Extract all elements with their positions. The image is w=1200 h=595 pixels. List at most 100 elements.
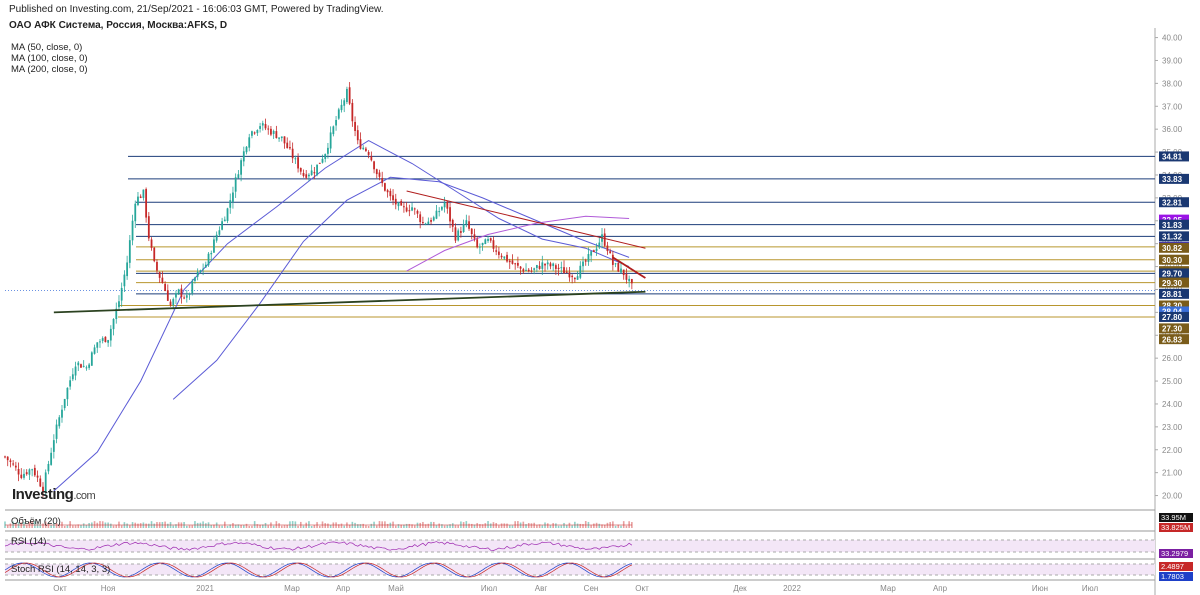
volume-bar: [541, 525, 544, 528]
candle-body: [400, 200, 403, 206]
candle-body: [55, 424, 58, 439]
volume-bar: [348, 524, 351, 528]
volume-bar: [560, 525, 563, 528]
candle-body: [109, 328, 112, 341]
volume-bar: [408, 523, 411, 528]
candle-body: [318, 162, 321, 164]
candle-body: [283, 136, 286, 144]
candle-body: [598, 242, 601, 248]
ma100-legend[interactable]: MA (100, close, 0): [11, 53, 88, 64]
volume-bar: [259, 524, 261, 528]
volume-bar: [221, 525, 223, 528]
volume-bar: [617, 524, 620, 528]
candle-body: [525, 269, 527, 271]
volume-bar: [55, 523, 58, 528]
price-label: 29.70: [1162, 270, 1183, 279]
candle-body: [71, 374, 74, 380]
volume-bar: [139, 523, 142, 528]
candle-body: [297, 157, 299, 169]
volume-bar: [264, 522, 267, 528]
candle-body: [107, 340, 110, 343]
volume-bar: [384, 521, 386, 528]
volume-bar: [620, 525, 622, 528]
candle-body: [88, 364, 91, 368]
candle-body: [327, 147, 329, 154]
candle-body: [389, 190, 392, 197]
volume-bar: [438, 523, 440, 528]
stoch-rsi-panel-label[interactable]: Stoch RSI (14, 14, 3, 3): [11, 564, 111, 575]
candle-body: [93, 347, 96, 354]
volume-bar: [612, 521, 614, 528]
volume-bar: [66, 525, 69, 528]
y-tick-label: 38.00: [1162, 79, 1183, 88]
candle-body: [359, 139, 362, 149]
volume-bar: [229, 524, 232, 528]
y-tick-label: 21.00: [1162, 469, 1183, 478]
volume-bar: [291, 521, 294, 528]
candle-body: [441, 207, 443, 210]
candle-body: [321, 158, 324, 163]
candle-body: [427, 221, 430, 225]
volume-bar: [503, 523, 506, 528]
candle-body: [272, 130, 275, 134]
volume-bar: [194, 521, 196, 528]
candle-body: [370, 156, 373, 161]
volume-bar: [253, 521, 256, 528]
candle-body: [430, 220, 432, 222]
candle-body: [204, 264, 207, 268]
candle-body: [66, 387, 69, 400]
x-tick-label: Июл: [481, 584, 498, 593]
candle-body: [522, 269, 525, 272]
ma200-legend[interactable]: MA (200, close, 0): [11, 64, 88, 75]
candle-body: [590, 251, 593, 256]
candle-body: [4, 456, 6, 458]
rsi-panel-label[interactable]: RSI (14): [11, 536, 47, 547]
candle-body: [175, 293, 177, 298]
candle-body: [20, 474, 23, 478]
volume-bar: [498, 525, 500, 528]
volume-bar: [36, 523, 39, 528]
candle-body: [196, 271, 199, 277]
ma50-legend[interactable]: MA (50, close, 0): [11, 42, 83, 53]
candle-body: [61, 409, 63, 418]
stoch-d-line: [4, 562, 633, 578]
candle-body: [595, 248, 598, 252]
volume-bar: [267, 525, 270, 528]
price-label-box: [1159, 219, 1189, 230]
volume-bar: [80, 525, 82, 528]
volume-bar: [72, 525, 74, 528]
volume-bar: [590, 525, 592, 528]
candle-body: [99, 341, 101, 343]
volume-bar: [318, 525, 321, 528]
y-tick-label: 39.00: [1162, 56, 1183, 65]
volume-bar: [356, 524, 359, 528]
candle-body: [419, 214, 422, 223]
volume-bar: [343, 525, 346, 528]
candle-body: [232, 192, 234, 202]
candle-body: [267, 128, 270, 130]
candle-body: [85, 367, 88, 369]
candle-body: [468, 221, 470, 229]
volume-panel-label[interactable]: Объём (20): [11, 516, 61, 527]
candle-body: [69, 380, 72, 387]
candle-body: [215, 234, 218, 241]
volume-bar: [370, 523, 373, 528]
volume-bar: [305, 522, 308, 528]
price-label: 28.30: [1162, 302, 1183, 311]
candle-body: [185, 295, 188, 298]
candle-body: [17, 469, 20, 475]
y-tick-label: 40.00: [1162, 34, 1183, 43]
candle-body: [42, 486, 44, 493]
candle-body: [489, 238, 492, 241]
volume-bar: [416, 522, 419, 528]
candle-body: [207, 253, 210, 266]
candle-body: [476, 239, 479, 248]
y-tick-label: 26.00: [1162, 354, 1183, 363]
volume-bar: [403, 524, 405, 528]
volume-bar: [110, 523, 112, 528]
stoch-d-value-box: [1159, 572, 1193, 581]
volume-bar: [378, 521, 381, 528]
volume-bar: [278, 523, 280, 528]
candle-body: [622, 269, 625, 276]
candle-body: [424, 223, 427, 225]
